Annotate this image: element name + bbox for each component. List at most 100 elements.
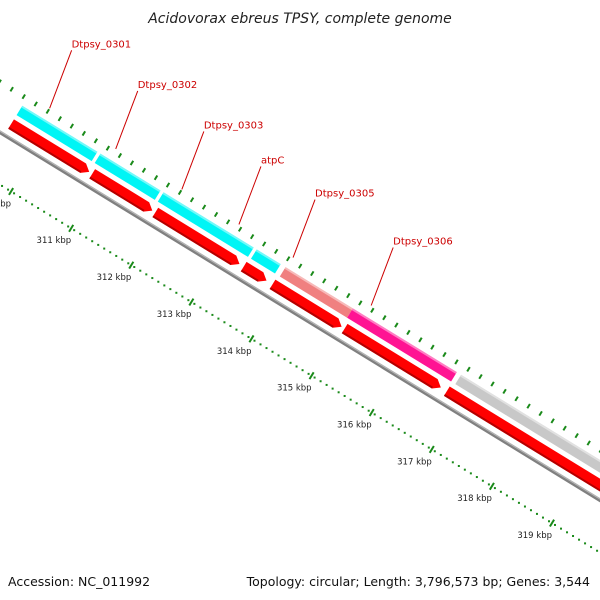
ruler-dot — [271, 350, 274, 353]
ruler-major-tick — [8, 187, 15, 196]
ruler-dot — [175, 291, 178, 294]
outer-tick — [526, 403, 531, 409]
ruler-dot — [85, 236, 88, 239]
kbp-tick-label: 313 kbp — [157, 310, 192, 320]
ruler-dot — [109, 251, 112, 254]
kbp-tick-label: 314 kbp — [217, 347, 252, 357]
gene-leader-line — [370, 247, 394, 306]
outer-tick — [213, 211, 219, 218]
outer-tick — [310, 270, 315, 277]
ruler-dot — [590, 546, 593, 549]
outer-tick — [394, 322, 399, 328]
cds-arrow — [8, 119, 90, 173]
outer-tick — [322, 278, 327, 284]
ruler-dot — [25, 199, 28, 202]
ruler-dot — [151, 277, 154, 280]
accession-text: Accession: NC_011992 — [8, 574, 150, 589]
ruler-dot — [505, 494, 508, 497]
outer-tick — [430, 344, 435, 350]
outer-tick — [574, 432, 579, 439]
ruler-dot — [547, 520, 550, 523]
gene-label: Dtpsy_0305 — [315, 189, 375, 200]
cds-arrow — [443, 386, 600, 492]
outer-tick — [129, 160, 135, 166]
ruler-dot — [415, 439, 418, 442]
ruler-dot — [133, 266, 136, 269]
ruler-dot — [205, 310, 208, 313]
ruler-dot — [199, 306, 202, 309]
outer-tick — [418, 337, 423, 343]
feature-segment-shine — [351, 308, 457, 374]
backbone-highlight — [0, 130, 600, 500]
ruler-dot — [265, 347, 268, 350]
ruler-dot — [445, 457, 448, 460]
outer-tick — [105, 145, 111, 151]
outer-tick — [141, 167, 147, 173]
cds-arrow-shadow — [341, 331, 433, 389]
ruler-dot — [61, 221, 64, 224]
feature-segment-magenta — [347, 308, 457, 382]
outer-tick — [201, 204, 207, 210]
ruler-dot — [451, 461, 454, 464]
feature-track — [16, 105, 600, 473]
ruler-dot — [541, 516, 544, 519]
gene-label: Dtpsy_0301 — [72, 39, 132, 50]
ruler-major-tick — [68, 224, 75, 233]
ruler-dot — [301, 369, 304, 372]
ruler-dot — [361, 406, 364, 409]
ruler-dot — [169, 288, 172, 291]
kbp-ruler: 310 kbp 311 kbp 312 kbp 313 kbp 314 kbp 315 k… — [0, 184, 599, 552]
kbp-tick-label: 318 kbp — [457, 494, 492, 504]
ruler-dot — [487, 483, 490, 486]
ruler-major-tick — [368, 408, 375, 417]
ruler-dot — [439, 453, 442, 456]
outer-tick — [334, 285, 339, 291]
feature-segment-gray — [455, 374, 600, 473]
outer-tick — [538, 410, 543, 417]
ruler-dot — [157, 280, 160, 283]
ruler-dot — [319, 380, 322, 383]
ruler-dot — [517, 501, 520, 504]
outer-tick — [478, 374, 483, 380]
ruler-dot — [259, 343, 262, 346]
ruler-dot — [343, 394, 346, 397]
cds-arrow — [269, 279, 342, 328]
ruler-dot — [409, 435, 412, 438]
outer-tick — [586, 440, 591, 446]
outer-tick — [117, 152, 123, 159]
ruler-dot — [584, 542, 587, 545]
gene-label-layer: Dtpsy_0301 Dtpsy_0302 Dtpsy_0303 atpC Dtpsy_… — [49, 39, 453, 306]
ruler-dot — [523, 505, 526, 508]
ruler-dot — [217, 317, 220, 320]
ruler-dot — [127, 262, 130, 265]
feature-segment-shine — [21, 105, 98, 154]
outer-tick — [346, 292, 351, 299]
outer-tick — [177, 189, 183, 196]
outer-tick — [562, 425, 567, 431]
cds-track — [8, 119, 600, 492]
ruler-dot — [463, 468, 466, 471]
cds-arrow — [152, 207, 240, 266]
outer-tick — [298, 263, 303, 269]
gene-label: Dtpsy_0303 — [204, 120, 264, 131]
gene-label: Dtpsy_0302 — [138, 80, 198, 91]
ruler-dot — [385, 420, 388, 423]
kbp-tick-label: 312 kbp — [97, 273, 132, 283]
outer-tick-track — [0, 79, 600, 453]
ruler-dot — [145, 273, 148, 276]
outer-tick — [442, 351, 447, 358]
feature-segment-shine — [255, 249, 281, 266]
ruler-dot — [566, 531, 569, 534]
outer-tick — [9, 86, 14, 92]
ruler-dot — [13, 192, 16, 195]
outer-tick — [550, 418, 555, 424]
ruler-dot — [421, 442, 424, 445]
ruler-dot — [97, 243, 100, 246]
gene-leader-line — [115, 90, 139, 150]
ruler-dot — [578, 538, 581, 541]
ruler-dot — [560, 527, 563, 530]
feature-segment-cyan — [157, 192, 254, 257]
outer-tick — [466, 366, 471, 372]
ruler-dot — [79, 232, 82, 235]
ruler-dot — [469, 472, 472, 475]
